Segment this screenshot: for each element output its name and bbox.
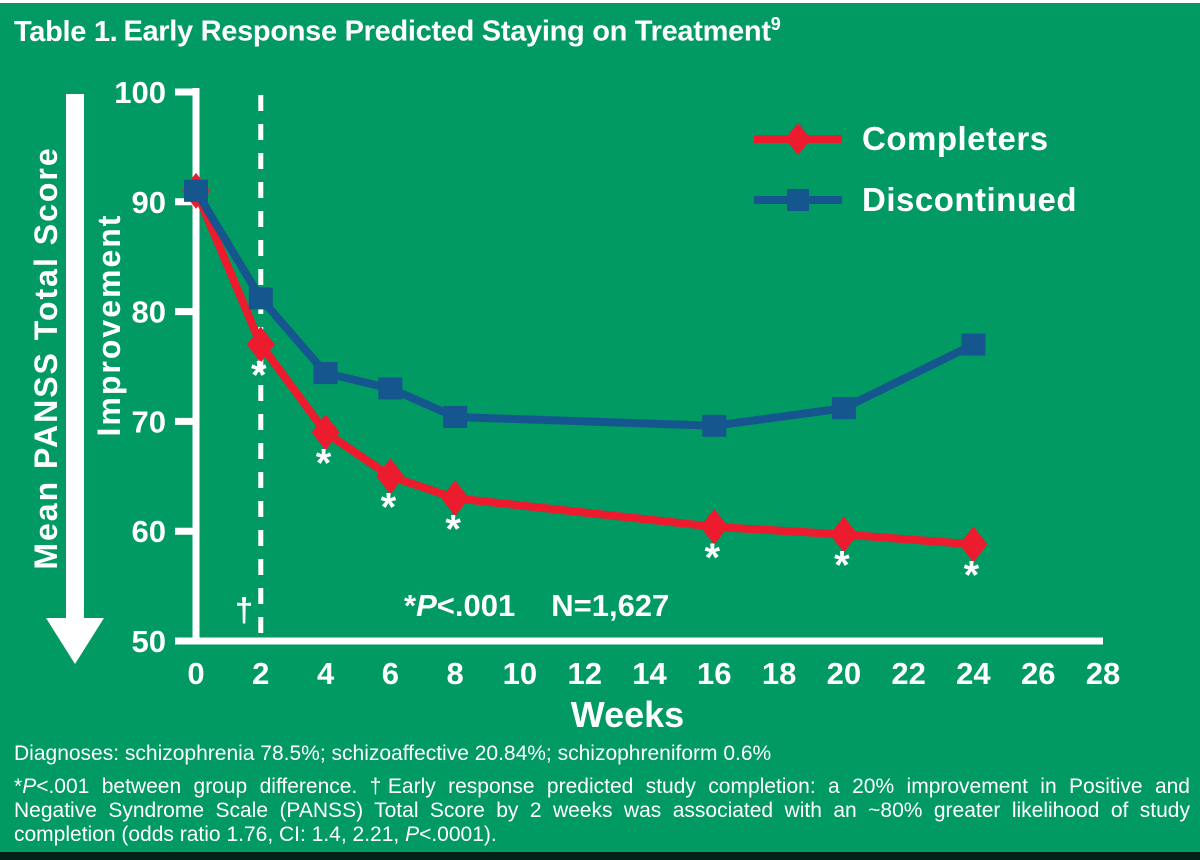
footnote-text: completion (odds ratio 1.76, CI: 1.4, 2.… <box>14 823 406 846</box>
completers-point-week-2 <box>246 326 275 363</box>
discontinued-point-week-8 <box>443 406 468 429</box>
footnote-text: <.0001). <box>419 823 497 846</box>
completers-point-week-6 <box>376 458 405 495</box>
x-tick-label: 26 <box>1021 656 1055 691</box>
x-tick-label: 6 <box>382 656 399 691</box>
chart-legend: Completers Discontinued <box>752 118 1077 240</box>
discontinued-point-week-0 <box>184 179 208 202</box>
legend-item-discontinued: Discontinued <box>752 179 1077 221</box>
y-tick-label: 90 <box>132 185 166 220</box>
completers-line-diamond-marker <box>754 123 842 155</box>
italic-p: P <box>405 823 420 846</box>
y-tick-label: 80 <box>132 295 166 330</box>
y-tick-label: 70 <box>132 404 166 439</box>
italic-p: P <box>22 775 37 798</box>
footnotes: Diagnoses: schizophrenia 78.5%; schizoaf… <box>14 742 1190 847</box>
x-tick-label: 0 <box>187 656 204 691</box>
significance-star: * <box>381 485 397 529</box>
p-value-letter: P <box>416 588 437 623</box>
x-tick-label: 18 <box>762 656 796 691</box>
significance-star-symbol: * <box>404 588 417 623</box>
footnote-text: Negative Syndrome Scale (PANSS) Total Sc… <box>14 799 1190 822</box>
x-tick-label: 4 <box>317 656 335 691</box>
completers-point-week-24 <box>959 526 988 563</box>
footnote-significance-paragraph: *P<.001 between group difference. †Early… <box>14 775 1190 847</box>
footnote-text: <.001 between group difference. †Early r… <box>36 775 1190 798</box>
significance-star: * <box>964 553 980 597</box>
x-tick-label: 20 <box>827 656 861 691</box>
completers-point-week-20 <box>829 516 858 553</box>
discontinued-point-week-16 <box>702 414 727 437</box>
discontinued-point-week-2 <box>248 287 273 310</box>
footnote-text: * <box>14 775 23 798</box>
p-value-threshold: <.001 <box>436 588 516 623</box>
y-tick-label: 60 <box>132 514 166 549</box>
figure-title: Table 1. Early Response Predicted Staying… <box>14 14 781 49</box>
x-tick-label: 22 <box>891 656 925 691</box>
completers-line <box>192 189 974 549</box>
significance-star: * <box>834 543 850 587</box>
x-axis-title: Weeks <box>571 694 684 735</box>
figure-title-reference-superscript: 9 <box>770 14 781 34</box>
footnote-line: Negative Syndrome Scale (PANSS) Total Sc… <box>14 799 1190 823</box>
discontinued-point-week-4 <box>313 362 338 385</box>
legend-label-completers: Completers <box>862 120 1049 157</box>
x-tick-label: 8 <box>447 656 464 691</box>
completers-point-week-4 <box>311 414 340 451</box>
sample-size: N=1,627 <box>551 588 670 623</box>
legend-item-completers: Completers <box>752 118 1077 160</box>
x-tick-label: 28 <box>1086 656 1120 691</box>
completers-point-week-16 <box>700 508 729 545</box>
significance-star: * <box>445 507 461 551</box>
discontinued-point-week-6 <box>378 377 403 400</box>
significance-star: * <box>251 354 267 398</box>
footnote-diagnoses: Diagnoses: schizophrenia 78.5%; schizoaf… <box>14 742 772 765</box>
x-tick-label: 24 <box>956 656 991 691</box>
significance-star: * <box>704 536 720 580</box>
discontinued-point-week-24 <box>961 333 986 356</box>
figure-title-prefix: Table 1. <box>14 15 118 48</box>
top-edge-line <box>0 0 1200 3</box>
completers-point-week-8 <box>441 480 470 517</box>
discontinued-line-square-marker <box>754 189 842 211</box>
improvement-arrow-shaft <box>66 94 84 620</box>
x-tick-label: 2 <box>252 656 269 691</box>
x-tick-label: 12 <box>567 656 601 691</box>
discontinued-point-week-20 <box>831 397 856 420</box>
x-tick-label: 14 <box>632 656 667 691</box>
figure-title-text: Early Response Predicted Staying on Trea… <box>123 15 771 48</box>
legend-label-discontinued: Discontinued <box>862 181 1078 218</box>
x-tick-label: 10 <box>503 656 537 691</box>
y-tick-label: 50 <box>132 624 166 659</box>
improvement-arrow-head <box>46 618 104 664</box>
footnote-line: *P<.001 between group difference. †Early… <box>14 775 1190 799</box>
significance-star: * <box>316 441 332 485</box>
bottom-edge-line <box>0 852 1200 860</box>
dagger-symbol: † <box>235 591 253 628</box>
x-tick-label: 16 <box>697 656 731 691</box>
footnote-line: completion (odds ratio 1.76, CI: 1.4, 2.… <box>14 823 1190 847</box>
significance-annotation: *P<.001 N=1,627 <box>404 588 669 624</box>
y-tick-label: 100 <box>114 75 166 110</box>
discontinued-line <box>192 188 976 430</box>
